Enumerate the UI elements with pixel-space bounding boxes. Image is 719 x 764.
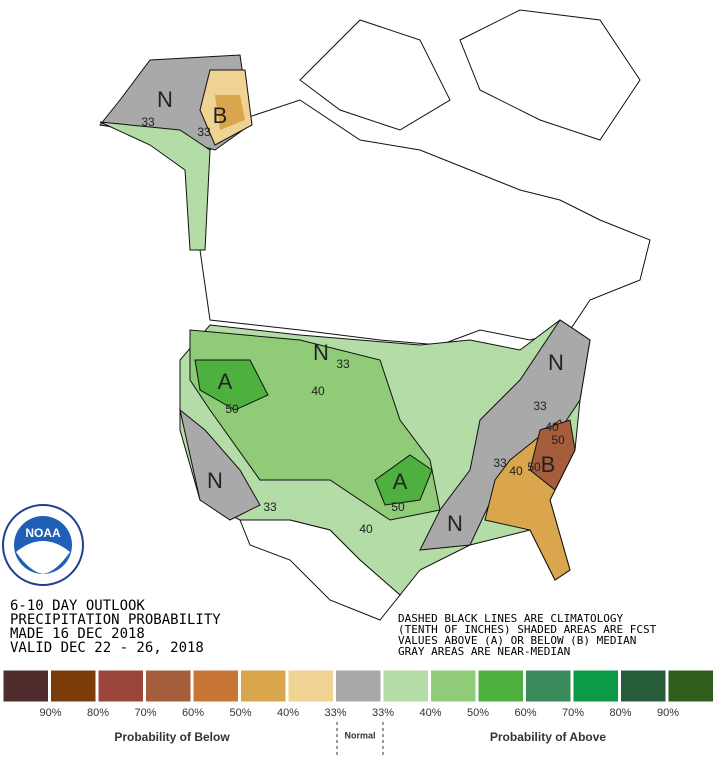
mexico — [239, 519, 401, 621]
logo-bird — [16, 541, 70, 574]
map-label: N — [207, 468, 223, 493]
map-label: N — [157, 87, 173, 112]
legend-swatch — [192, 669, 239, 703]
title-line: VALID DEC 22 - 26, 2018 — [10, 640, 204, 656]
note-line: DASHED BLACK LINES ARE CLIMATOLOGY — [398, 612, 624, 625]
map-labels: N B 33 33 A 50 N 33 40 N 33 A 50 40 N N … — [141, 87, 565, 536]
legend: 90% 80% 70% 60% 50% 40% 33% 33% 40% 50% 60% 70% 80% 9… — [2, 669, 714, 719]
legend-label: 60% — [182, 707, 204, 719]
map-label: B — [213, 103, 228, 128]
map-label: N — [447, 511, 463, 536]
title-line: MADE 16 DEC 2018 — [10, 626, 145, 642]
legend-swatch — [50, 669, 97, 703]
legend-label: 90% — [39, 707, 61, 719]
legend-swatch — [2, 669, 49, 703]
legend-swatch — [620, 669, 667, 703]
map-label: 33 — [141, 115, 155, 129]
map-label: 33 — [493, 456, 507, 470]
map-label: 50 — [225, 402, 239, 416]
map-label: N — [313, 340, 329, 365]
noaa-logo: NOAA — [2, 504, 84, 586]
legend-swatch — [667, 669, 714, 703]
map-label: 40 — [509, 464, 523, 478]
map-label: A — [218, 369, 233, 394]
map-label: 50 — [551, 433, 565, 447]
legend-label: 80% — [87, 707, 109, 719]
basemap — [99, 9, 651, 621]
legend-label: 70% — [134, 707, 156, 719]
legend-swatch — [382, 669, 429, 703]
map-label: 33 — [197, 125, 211, 139]
map-label: 40 — [359, 522, 373, 536]
note-line: GRAY AREAS ARE NEAR-MEDIAN — [398, 645, 570, 658]
legend-label: 40% — [419, 707, 441, 719]
legend-swatch — [97, 669, 144, 703]
west-gray — [179, 408, 261, 521]
legend-swatch — [335, 669, 382, 703]
map-label: 33 — [336, 357, 350, 371]
title-line: 6-10 DAY OUTLOOK — [10, 598, 145, 614]
title-line: PRECIPITATION PROBABILITY — [10, 612, 221, 628]
map-label: 40 — [311, 384, 325, 398]
legend-caption: Probability of Below — [114, 730, 230, 744]
carolinas-below — [529, 419, 576, 491]
alaska-panhandle — [99, 121, 211, 251]
legend-swatch — [430, 669, 477, 703]
legend-label: 50% — [229, 707, 251, 719]
legend-caption: Normal — [344, 730, 375, 740]
notes: DASHED BLACK LINES ARE CLIMATOLOGY (TENT… — [398, 612, 657, 658]
legend-swatch — [525, 669, 572, 703]
map-label: 33 — [263, 500, 277, 514]
legend-label: 80% — [609, 707, 631, 719]
plains-core — [374, 454, 433, 506]
map-label: 33 — [533, 399, 547, 413]
arctic-islands — [299, 9, 641, 141]
legend-label: 90% — [657, 707, 679, 719]
legend-swatch — [572, 669, 619, 703]
map-label: N — [548, 350, 564, 375]
map-label: 40 — [545, 420, 559, 434]
legend-swatch — [287, 669, 334, 703]
legend-label: 33% — [372, 707, 394, 719]
alaska-b-core — [215, 95, 245, 130]
note-line: VALUES ABOVE (A) OR BELOW (B) MEDIAN — [398, 634, 636, 647]
legend-swatch — [240, 669, 287, 703]
legend-swatch — [477, 669, 524, 703]
legend-label: 40% — [277, 707, 299, 719]
west-wet-core — [194, 359, 269, 411]
map-label: 50 — [527, 460, 541, 474]
canada — [189, 99, 651, 346]
legend-label: 60% — [514, 707, 536, 719]
title-block: 6-10 DAY OUTLOOK PRECIPITATION PROBABILI… — [10, 598, 221, 656]
map-label: A — [393, 469, 408, 494]
map-label: 50 — [391, 500, 405, 514]
legend-caption: Probability of Above — [490, 730, 607, 744]
note-line: (TENTH OF INCHES) SHADED AREAS ARE FCST — [398, 623, 657, 636]
logo-text: NOAA — [25, 526, 61, 540]
legend-label: 70% — [562, 707, 584, 719]
legend-swatch — [145, 669, 192, 703]
legend-label: 33% — [324, 707, 346, 719]
map-label: B — [541, 452, 556, 477]
legend-label: 50% — [467, 707, 489, 719]
